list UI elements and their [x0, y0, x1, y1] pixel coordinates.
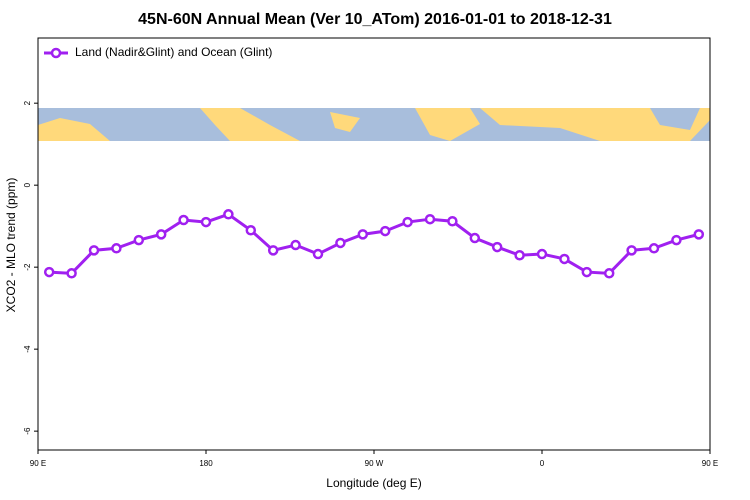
- point: [603, 268, 615, 279]
- y-tick-label: -4: [23, 345, 32, 353]
- point: [66, 268, 77, 279]
- x-tick-label: 90 E: [702, 459, 718, 468]
- point: [111, 243, 122, 254]
- point: [43, 266, 55, 278]
- y-tick-label: 0: [23, 182, 32, 187]
- point: [88, 245, 100, 256]
- point: [447, 215, 458, 227]
- x-tick-label: 90 W: [365, 459, 384, 468]
- y-tick-label: -2: [23, 263, 32, 271]
- point: [693, 229, 705, 240]
- point: [357, 229, 369, 240]
- point: [671, 234, 682, 246]
- point: [379, 225, 391, 237]
- point: [200, 216, 212, 228]
- point: [469, 232, 481, 244]
- legend-label: Land (Nadir&Glint) and Ocean (Glint): [75, 45, 272, 59]
- point: [626, 245, 637, 256]
- point: [559, 253, 570, 265]
- map-band: [38, 108, 710, 141]
- point: [424, 213, 436, 225]
- chart-title: 45N-60N Annual Mean (Ver 10_ATom) 2016-0…: [138, 11, 612, 28]
- x-tick-label: 0: [540, 459, 545, 468]
- point: [223, 209, 234, 220]
- point: [514, 250, 525, 261]
- point: [155, 229, 167, 240]
- point: [335, 237, 346, 249]
- point: [245, 225, 257, 236]
- point: [267, 245, 279, 256]
- x-tick-label: 90 E: [30, 459, 46, 468]
- point: [290, 239, 301, 251]
- y-tick-label: 2: [23, 100, 32, 105]
- point: [133, 234, 145, 246]
- point: [536, 248, 548, 260]
- y-tick-label: -6: [23, 427, 32, 435]
- y-axis-label: XCO2 - MLO trend (ppm): [4, 178, 18, 313]
- point: [648, 243, 660, 254]
- point: [312, 248, 324, 260]
- point: [491, 241, 503, 253]
- series-line: [49, 212, 700, 275]
- point: [581, 266, 593, 278]
- point: [178, 214, 189, 226]
- x-axis-label: Longitude (deg E): [326, 476, 421, 490]
- x-tick-label: 180: [199, 459, 213, 468]
- point: [402, 216, 413, 228]
- legend-marker: [50, 47, 62, 59]
